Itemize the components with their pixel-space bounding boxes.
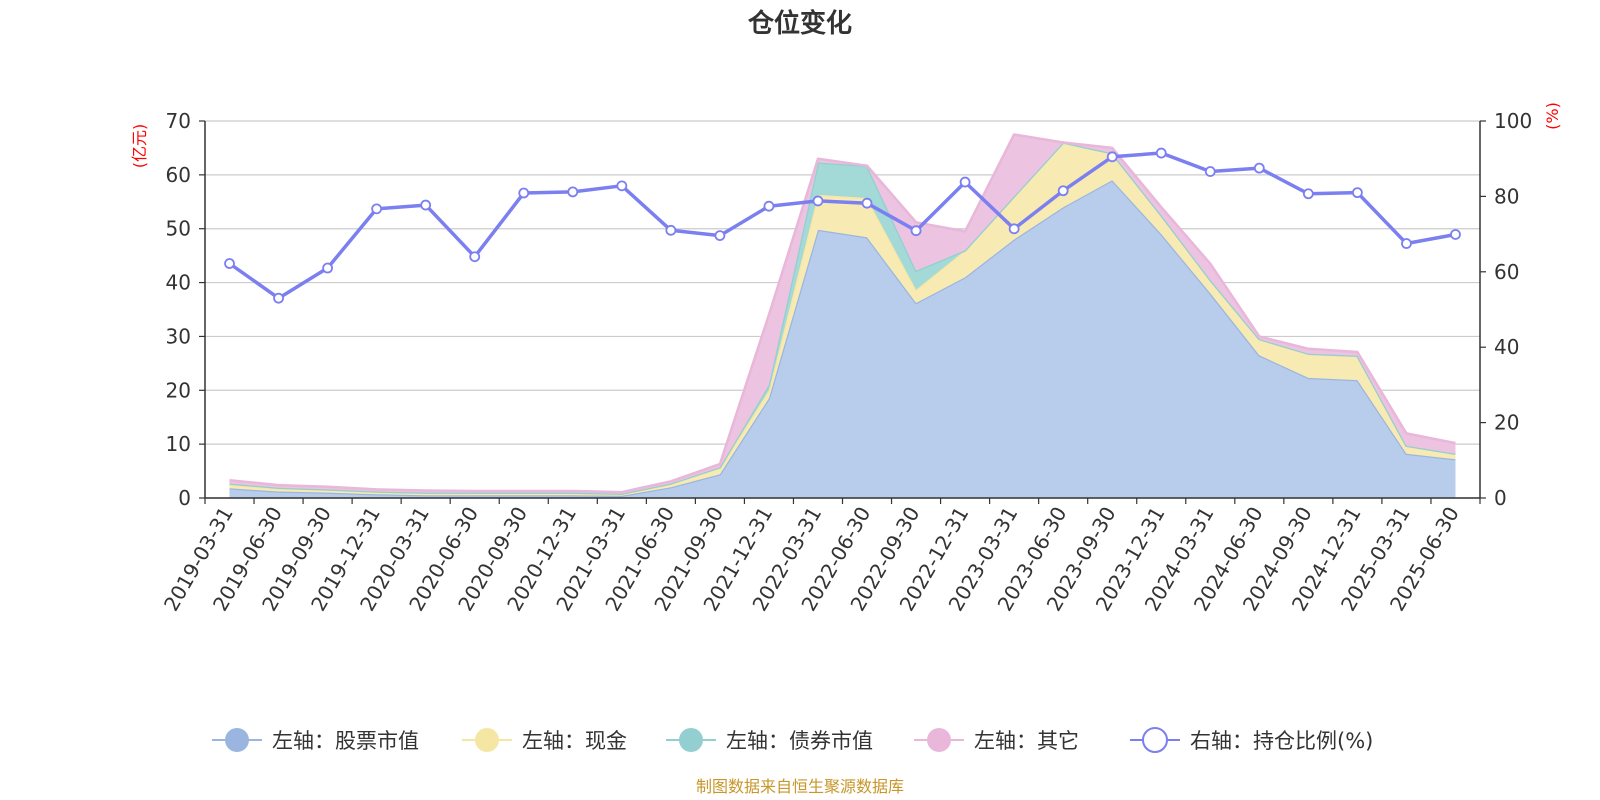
ratio-point[interactable] [322,262,333,274]
legend-label: 左轴：现金 [522,729,627,753]
legend-item[interactable]: 左轴：债券市值 [666,728,873,753]
right-axis-unit: (%) [1543,102,1562,130]
ratio-point[interactable] [1450,229,1461,240]
right-tick-label: 20 [1494,411,1519,435]
ratio-point[interactable] [1155,147,1167,159]
ratio-point[interactable] [665,224,677,236]
left-tick-label: 60 [166,163,191,187]
legend-marker [1142,727,1168,753]
ratio-point[interactable] [1204,166,1216,177]
legend-marker [475,728,499,752]
ratio-point[interactable] [1057,185,1069,197]
legend-item[interactable]: 右轴：持仓比例(%) [1130,727,1373,753]
chart-title: 仓位变化 [747,8,852,39]
ratio-point[interactable] [763,200,775,212]
area-左轴：现金 [229,142,1456,496]
legend-item[interactable]: 左轴：其它 [914,728,1079,753]
ratio-point[interactable] [1253,162,1265,174]
ratio-point[interactable] [371,203,383,215]
left-tick-label: 20 [166,378,191,402]
ratio-point[interactable] [273,292,284,304]
ratio-point[interactable] [1302,188,1314,200]
ratio-point[interactable] [567,186,579,198]
ratio-point[interactable] [420,199,432,211]
legend-item[interactable]: 左轴：现金 [462,728,627,753]
area-左轴：股票市值 [229,180,1456,498]
right-tick-label: 60 [1494,260,1519,284]
stacked-areas [229,133,1456,498]
right-tick-label: 80 [1494,184,1519,208]
legend-marker [679,728,703,752]
ratio-point[interactable] [1352,187,1363,199]
ratio-point[interactable] [469,251,481,263]
ratio-point[interactable] [518,187,530,199]
area-edge-左轴：其它 [229,133,1456,494]
ratio-point[interactable] [1008,223,1020,235]
left-axis-unit: (亿元) [130,124,149,169]
left-tick-label: 50 [166,217,191,241]
legend-label: 右轴：持仓比例(%) [1190,729,1373,753]
legend-marker [927,728,951,752]
ratio-point[interactable] [714,230,726,242]
legend-item[interactable]: 左轴：股票市值 [212,728,419,753]
right-tick-label: 100 [1494,109,1532,133]
ratio-point[interactable] [861,197,873,209]
right-tick-label: 40 [1494,335,1519,359]
ratio-point[interactable] [616,180,628,192]
legend-label: 左轴：债券市值 [726,729,873,753]
left-tick-label: 70 [166,109,191,133]
right-tick-label: 0 [1494,486,1507,510]
ratio-line-path [228,151,1456,300]
ratio-point[interactable] [1106,151,1118,163]
left-tick-label: 10 [166,432,191,456]
ratio-point[interactable] [1401,238,1412,249]
data-source-note: 制图数据来自恒生聚源数据库 [696,777,904,796]
legend-label: 左轴：股票市值 [272,729,419,753]
ratio-point[interactable] [959,176,971,188]
left-tick-label: 30 [166,324,191,348]
ratio-point[interactable] [812,195,824,207]
legend: 左轴：股票市值 左轴：现金 左轴：债券市值 左轴：其它 右轴：持仓比例(%) [212,727,1373,753]
legend-marker [225,728,249,752]
left-tick-label: 40 [166,271,191,295]
ratio-point[interactable] [910,225,922,237]
legend-label: 左轴：其它 [974,729,1079,753]
ratio-line [224,147,1461,304]
ratio-point[interactable] [224,258,235,269]
left-tick-label: 0 [178,486,191,510]
